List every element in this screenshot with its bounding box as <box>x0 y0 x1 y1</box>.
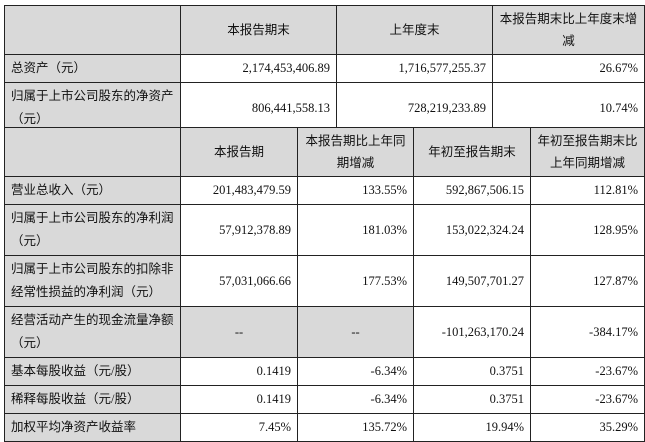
cell: 26.67% <box>492 54 645 83</box>
cell: -6.34% <box>297 357 414 386</box>
table-header-row: 本报告期 本报告期比上年同期增减 年初至报告期末 年初至报告期末比上年同期增减 <box>4 127 645 177</box>
cell: 806,441,558.13 <box>180 82 337 134</box>
table-row: 营业总收入（元） 201,483,479.59 133.55% 592,867,… <box>4 176 645 205</box>
header-cell: 本报告期末 <box>180 5 337 55</box>
header-cell: 上年度末 <box>336 5 493 55</box>
cell: 149,507,701.27 <box>413 255 531 307</box>
header-cell: 年初至报告期末比上年同期增减 <box>530 127 645 177</box>
header-cell: 年初至报告期末 <box>413 127 531 177</box>
table-row: 归属于上市公司股东的净利润（元） 57,912,378.89 181.03% 1… <box>4 204 645 256</box>
cell: 201,483,479.59 <box>180 176 298 205</box>
table-row: 加权平均净资产收益率 7.45% 135.72% 19.94% 35.29% <box>4 413 645 442</box>
header-cell <box>4 5 181 55</box>
cell: 177.53% <box>297 255 414 307</box>
table-header-row: 本报告期末 上年度末 本报告期末比上年度末增减 <box>4 5 645 55</box>
cell: 10.74% <box>492 82 645 134</box>
row-label: 经营活动产生的现金流量净额（元） <box>4 306 181 358</box>
cell: -101,263,170.24 <box>413 306 531 358</box>
row-label: 归属于上市公司股东的净资产（元） <box>4 82 181 134</box>
row-label: 加权平均净资产收益率 <box>4 413 181 442</box>
cell: 57,031,066.66 <box>180 255 298 307</box>
header-cell <box>4 127 181 177</box>
cell: -- <box>297 306 414 358</box>
row-label: 归属于上市公司股东的净利润（元） <box>4 204 181 256</box>
table-row: 总资产（元） 2,174,453,406.89 1,716,577,255.37… <box>4 54 645 83</box>
table-row: 归属于上市公司股东的净资产（元） 806,441,558.13 728,219,… <box>4 82 645 134</box>
cell: 0.3751 <box>413 385 531 414</box>
header-cell: 本报告期 <box>180 127 298 177</box>
cell: 0.1419 <box>180 385 298 414</box>
table-row: 基本每股收益（元/股） 0.1419 -6.34% 0.3751 -23.67% <box>4 357 645 386</box>
row-label: 总资产（元） <box>4 54 181 83</box>
cell: 133.55% <box>297 176 414 205</box>
balance-summary-table: 本报告期末 上年度末 本报告期末比上年度末增减 总资产（元） 2,174,453… <box>4 5 645 134</box>
cell: 19.94% <box>413 413 531 442</box>
header-cell: 本报告期比上年同期增减 <box>297 127 414 177</box>
cell: 153,022,324.24 <box>413 204 531 256</box>
row-label: 营业总收入（元） <box>4 176 181 205</box>
cell: -384.17% <box>530 306 645 358</box>
cell: 7.45% <box>180 413 298 442</box>
cell: -23.67% <box>530 385 645 414</box>
cell: 0.1419 <box>180 357 298 386</box>
income-summary-table: 本报告期 本报告期比上年同期增减 年初至报告期末 年初至报告期末比上年同期增减 … <box>4 127 645 442</box>
table-row: 稀释每股收益（元/股） 0.1419 -6.34% 0.3751 -23.67% <box>4 385 645 414</box>
cell: 592,867,506.15 <box>413 176 531 205</box>
row-label: 基本每股收益（元/股） <box>4 357 181 386</box>
cell: 135.72% <box>297 413 414 442</box>
table-row: 经营活动产生的现金流量净额（元） -- -- -101,263,170.24 -… <box>4 306 645 358</box>
cell: 2,174,453,406.89 <box>180 54 337 83</box>
header-cell: 本报告期末比上年度末增减 <box>492 5 645 55</box>
row-label: 稀释每股收益（元/股） <box>4 385 181 414</box>
cell: 0.3751 <box>413 357 531 386</box>
cell: 728,219,233.89 <box>336 82 493 134</box>
row-label: 归属于上市公司股东的扣除非经常性损益的净利润（元） <box>4 255 181 307</box>
cell: 181.03% <box>297 204 414 256</box>
cell: 35.29% <box>530 413 645 442</box>
cell: 57,912,378.89 <box>180 204 298 256</box>
cell: 112.81% <box>530 176 645 205</box>
cell: 127.87% <box>530 255 645 307</box>
cell: -6.34% <box>297 385 414 414</box>
cell: -- <box>180 306 298 358</box>
cell: 128.95% <box>530 204 645 256</box>
cell: 1,716,577,255.37 <box>336 54 493 83</box>
table-row: 归属于上市公司股东的扣除非经常性损益的净利润（元） 57,031,066.66 … <box>4 255 645 307</box>
cell: -23.67% <box>530 357 645 386</box>
